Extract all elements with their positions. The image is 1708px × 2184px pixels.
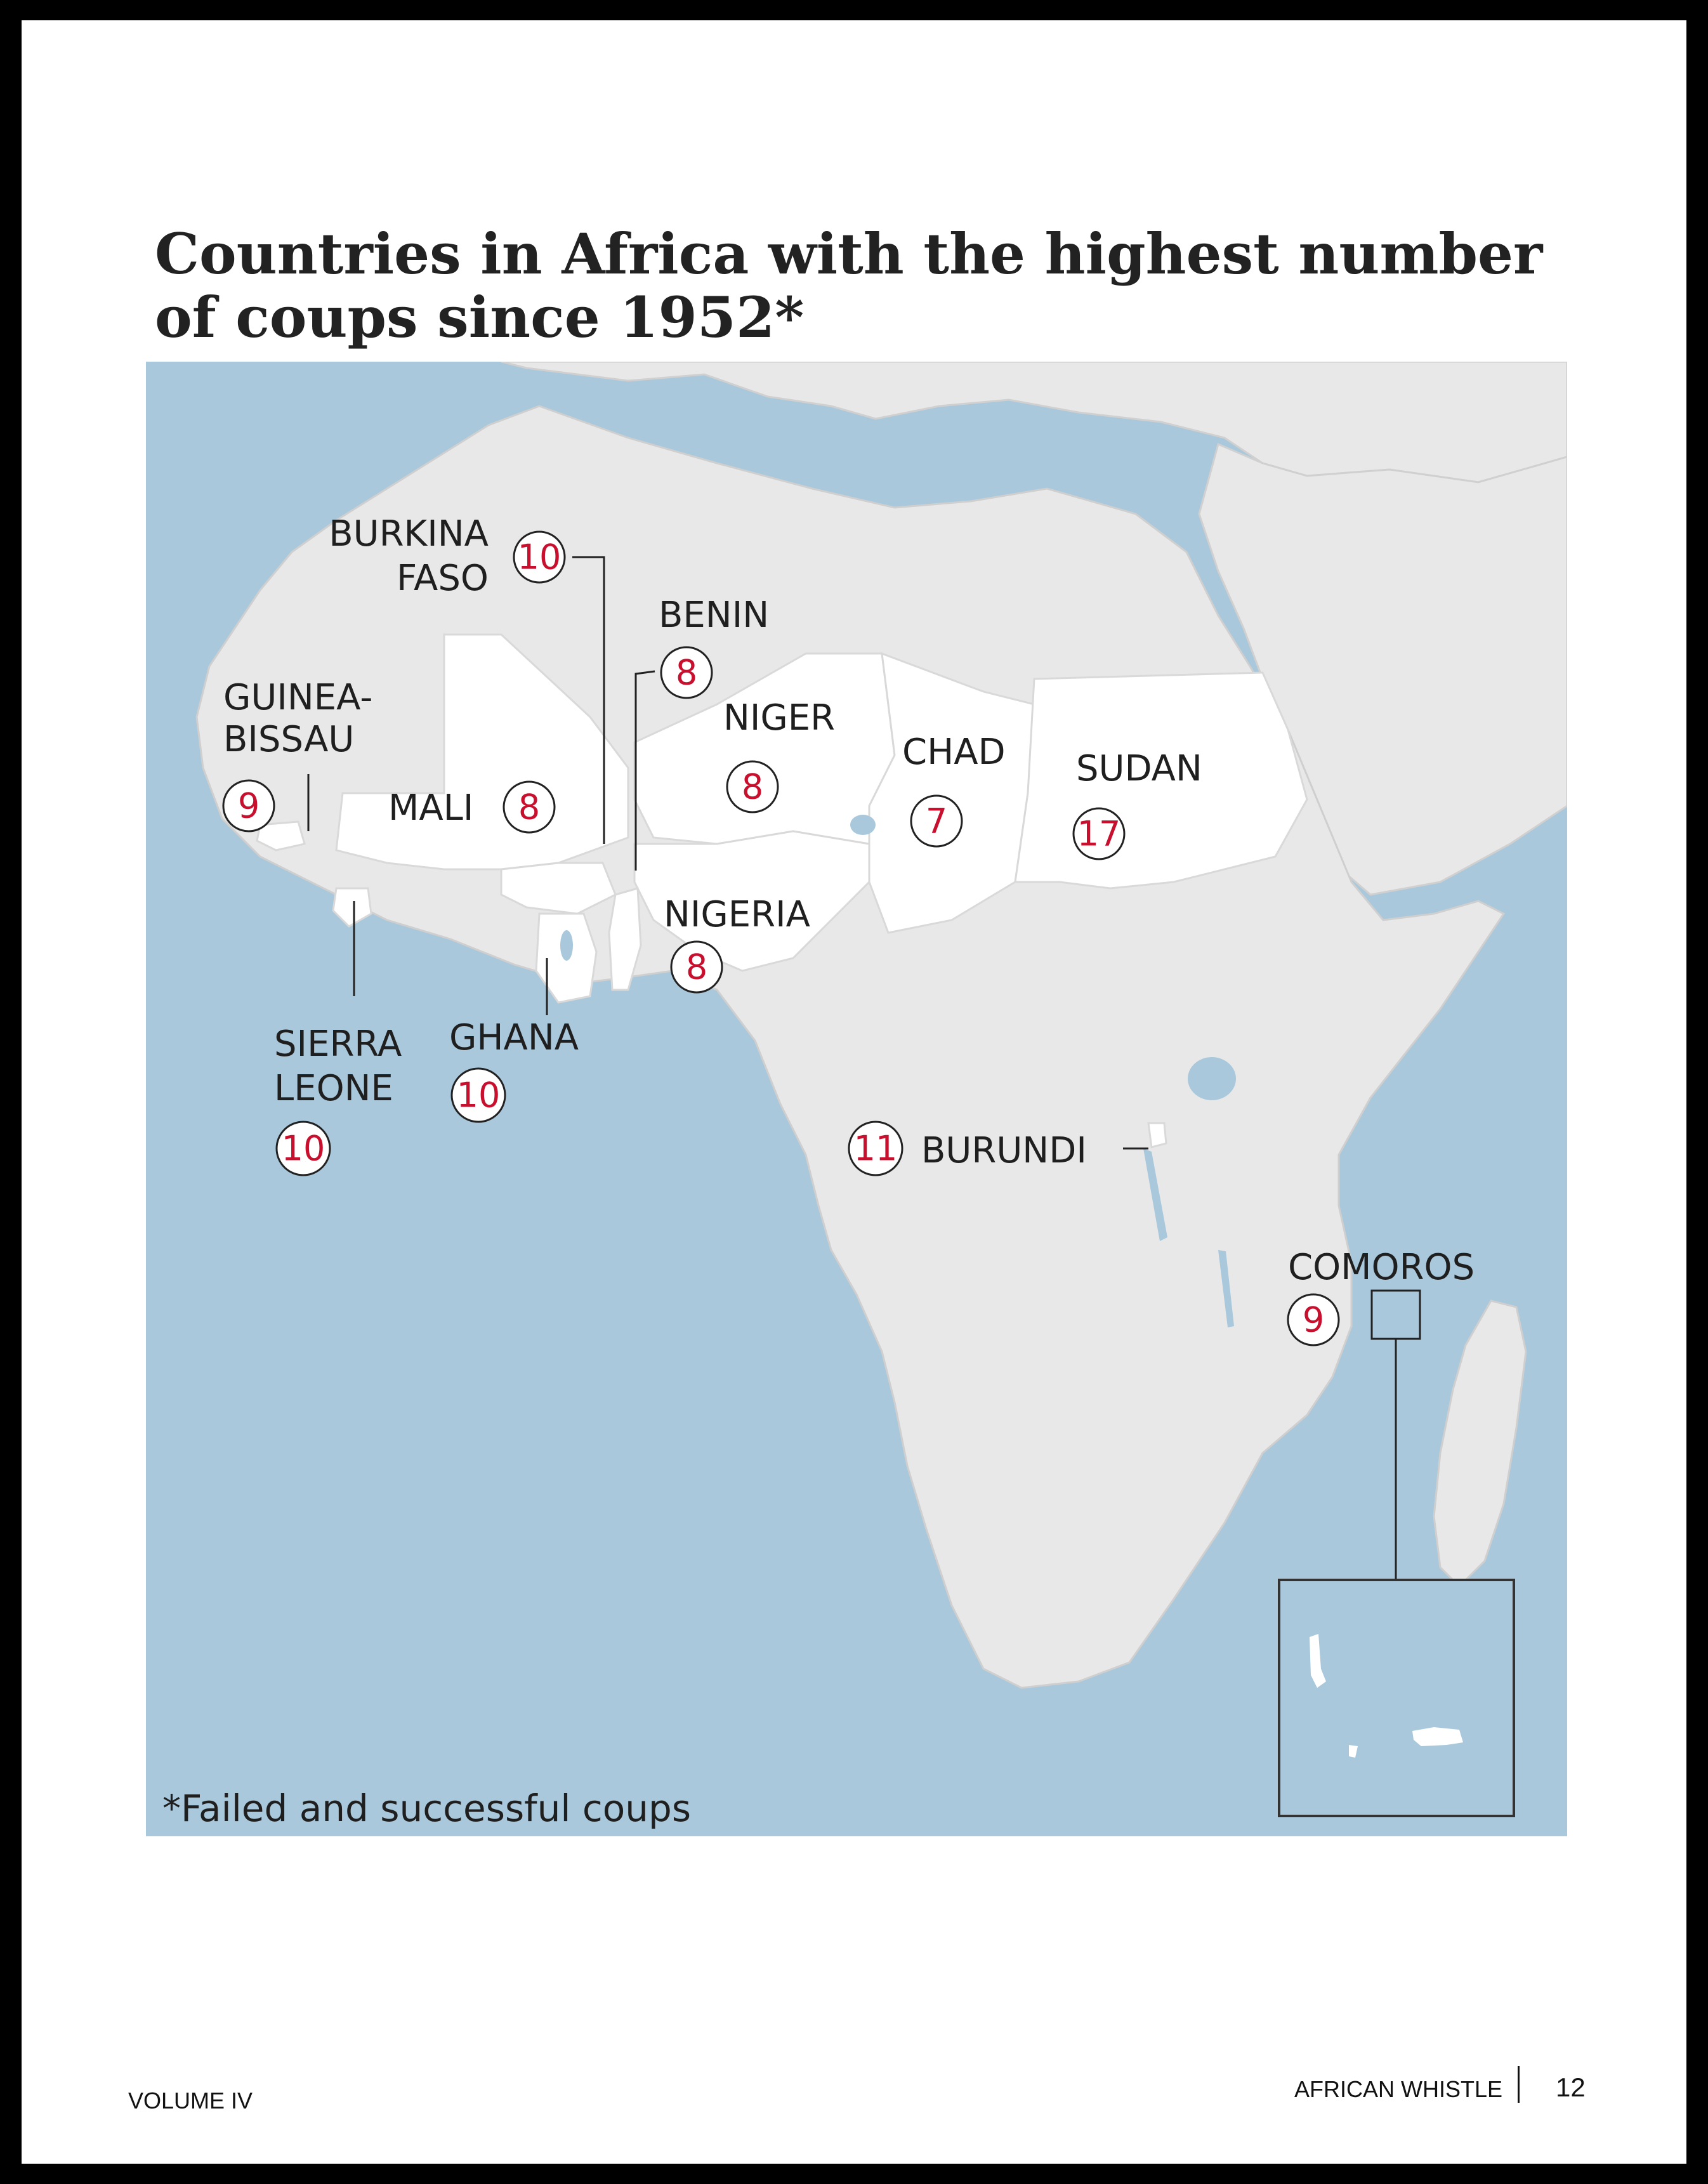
comoros-label: COMOROS	[1288, 1247, 1475, 1288]
mali-label: MALI	[388, 787, 473, 829]
benin-shape	[608, 887, 642, 991]
lake-chad	[850, 815, 876, 835]
guinea-bissau-label-line-2: BISSAU	[223, 719, 354, 760]
nigeria-count: 8	[686, 947, 707, 987]
burundi-callout: 11 BURUNDI	[848, 1121, 1087, 1176]
lake-tanganyika	[1143, 1148, 1167, 1241]
lake-victoria	[1188, 1057, 1236, 1100]
chad-count: 7	[926, 801, 947, 841]
burundi-count: 11	[854, 1129, 898, 1169]
benin-leader	[634, 670, 655, 871]
burkina-faso-shape	[500, 862, 617, 915]
burkina-faso-leader	[572, 556, 605, 844]
sudan-callout: SUDAN 17	[1072, 748, 1202, 860]
lake-volta	[560, 930, 573, 961]
burundi-label: BURUNDI	[921, 1130, 1087, 1171]
ghana-label: GHANA	[449, 1017, 579, 1058]
comoros-callout: COMOROS 9	[1287, 1247, 1475, 1346]
sierra-leone-shape	[332, 887, 372, 928]
nigeria-label: NIGERIA	[664, 894, 810, 935]
magazine-page: Countries in Africa with the highest num…	[22, 20, 1686, 2164]
africa-coups-map: BURKINA FASO 10 BENIN 8 GUINEA- BISSAU 9…	[146, 360, 1568, 1839]
footer-volume: VOLUME IV	[128, 2088, 253, 2114]
sudan-count: 17	[1077, 814, 1121, 854]
map-title: Countries in Africa with the highest num…	[155, 221, 1543, 350]
ghana-count: 10	[457, 1076, 501, 1115]
chad-shape	[868, 652, 1035, 934]
sudan-label: SUDAN	[1076, 748, 1202, 789]
guinea-bissau-label-line-1: GUINEA-	[223, 677, 372, 718]
sierra-leone-label-line-1: SIERRA	[274, 1023, 402, 1065]
nigeria-shape	[633, 830, 870, 972]
arabia-landmass	[1198, 442, 1568, 896]
guinea-bissau-shape	[256, 820, 306, 852]
comoros-count: 9	[1303, 1300, 1324, 1340]
benin-count: 8	[676, 653, 697, 693]
footer-divider	[1518, 2066, 1520, 2103]
niger-count: 8	[742, 767, 763, 807]
guinea-bissau-count: 9	[238, 786, 259, 826]
moheli-island	[1349, 1745, 1358, 1758]
benin-label: BENIN	[659, 595, 769, 636]
grande-comore-island	[1310, 1634, 1326, 1688]
sierra-leone-callout: SIERRA LEONE 10	[274, 1023, 402, 1176]
chad-callout: CHAD 7	[902, 732, 1006, 848]
burkina-faso-label-line-2: FASO	[397, 558, 489, 599]
burkina-faso-label-line-1: BURKINA	[329, 513, 489, 555]
niger-label: NIGER	[723, 697, 835, 739]
guinea-bissau-callout: GUINEA- BISSAU 9	[222, 677, 372, 832]
nigeria-callout: NIGERIA 8	[664, 894, 810, 994]
burkina-faso-count: 10	[518, 537, 562, 577]
burkina-faso-callout: BURKINA FASO 10	[329, 513, 566, 599]
mali-callout: MALI 8	[388, 780, 556, 834]
ghana-callout: GHANA 10	[449, 1017, 579, 1123]
comoros-locator-box	[1370, 1289, 1421, 1340]
niger-callout: NIGER 8	[723, 697, 835, 813]
footer-page-number: 12	[1556, 2072, 1586, 2102]
chad-label: CHAD	[902, 732, 1006, 773]
benin-callout: BENIN 8	[659, 595, 769, 699]
sierra-leone-count: 10	[282, 1129, 325, 1169]
footer-publication: AFRICAN WHISTLE	[1294, 2076, 1503, 2102]
leader-lines	[307, 556, 1421, 1580]
anjouan-island	[1412, 1727, 1463, 1746]
mali-count: 8	[518, 787, 540, 827]
lake-malawi	[1218, 1250, 1234, 1327]
map-footnote: *Failed and successful coups	[162, 1787, 691, 1830]
sierra-leone-label-line-2: LEONE	[274, 1068, 393, 1109]
comoros-inset	[1278, 1579, 1515, 1817]
burundi-shape	[1147, 1122, 1167, 1148]
